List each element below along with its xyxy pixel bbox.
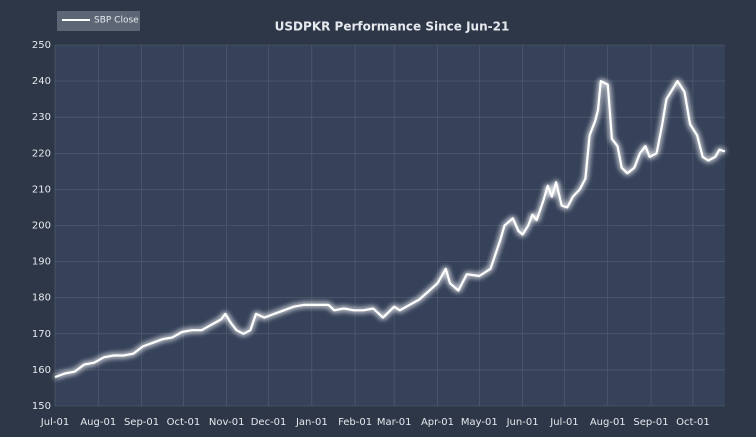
x-tick-label: Feb-01 xyxy=(338,417,372,428)
chart-title: USDPKR Performance Since Jun-21 xyxy=(275,20,510,34)
legend: SBP Close xyxy=(57,11,140,31)
x-tick-label: Oct-01 xyxy=(676,417,710,428)
x-tick-label: Sep-01 xyxy=(633,417,668,428)
y-tick-label: 210 xyxy=(32,184,51,195)
y-tick-label: 150 xyxy=(32,401,51,412)
x-tick-label: Jul-01 xyxy=(549,417,578,428)
x-tick-label: Jun-01 xyxy=(506,417,539,428)
y-tick-label: 230 xyxy=(32,112,51,123)
x-tick-label: Aug-01 xyxy=(590,417,626,428)
y-tick-label: 240 xyxy=(32,76,51,87)
y-tick-label: 220 xyxy=(32,148,51,159)
y-tick-label: 170 xyxy=(32,329,51,340)
x-tick-label: Sep-01 xyxy=(124,417,159,428)
x-tick-label: May-01 xyxy=(461,417,498,428)
x-tick-label: Dec-01 xyxy=(251,417,287,428)
x-tick-label: Oct-01 xyxy=(167,417,201,428)
legend-label: SBP Close xyxy=(94,16,139,26)
y-tick-label: 180 xyxy=(32,293,51,304)
legend-box xyxy=(57,11,140,31)
y-tick-label: 160 xyxy=(32,365,51,376)
x-tick-label: Aug-01 xyxy=(80,417,116,428)
data-line xyxy=(54,80,726,379)
x-tick-label: Mar-01 xyxy=(377,417,412,428)
x-tick-label: Apr-01 xyxy=(421,417,454,428)
x-tick-label: Jul-01 xyxy=(40,417,69,428)
x-tick-label: Nov-01 xyxy=(209,417,245,428)
y-tick-label: 200 xyxy=(32,221,51,232)
y-tick-label: 190 xyxy=(32,257,51,268)
x-tick-label: Jan-01 xyxy=(295,417,328,428)
y-tick-label: 250 xyxy=(32,40,51,51)
